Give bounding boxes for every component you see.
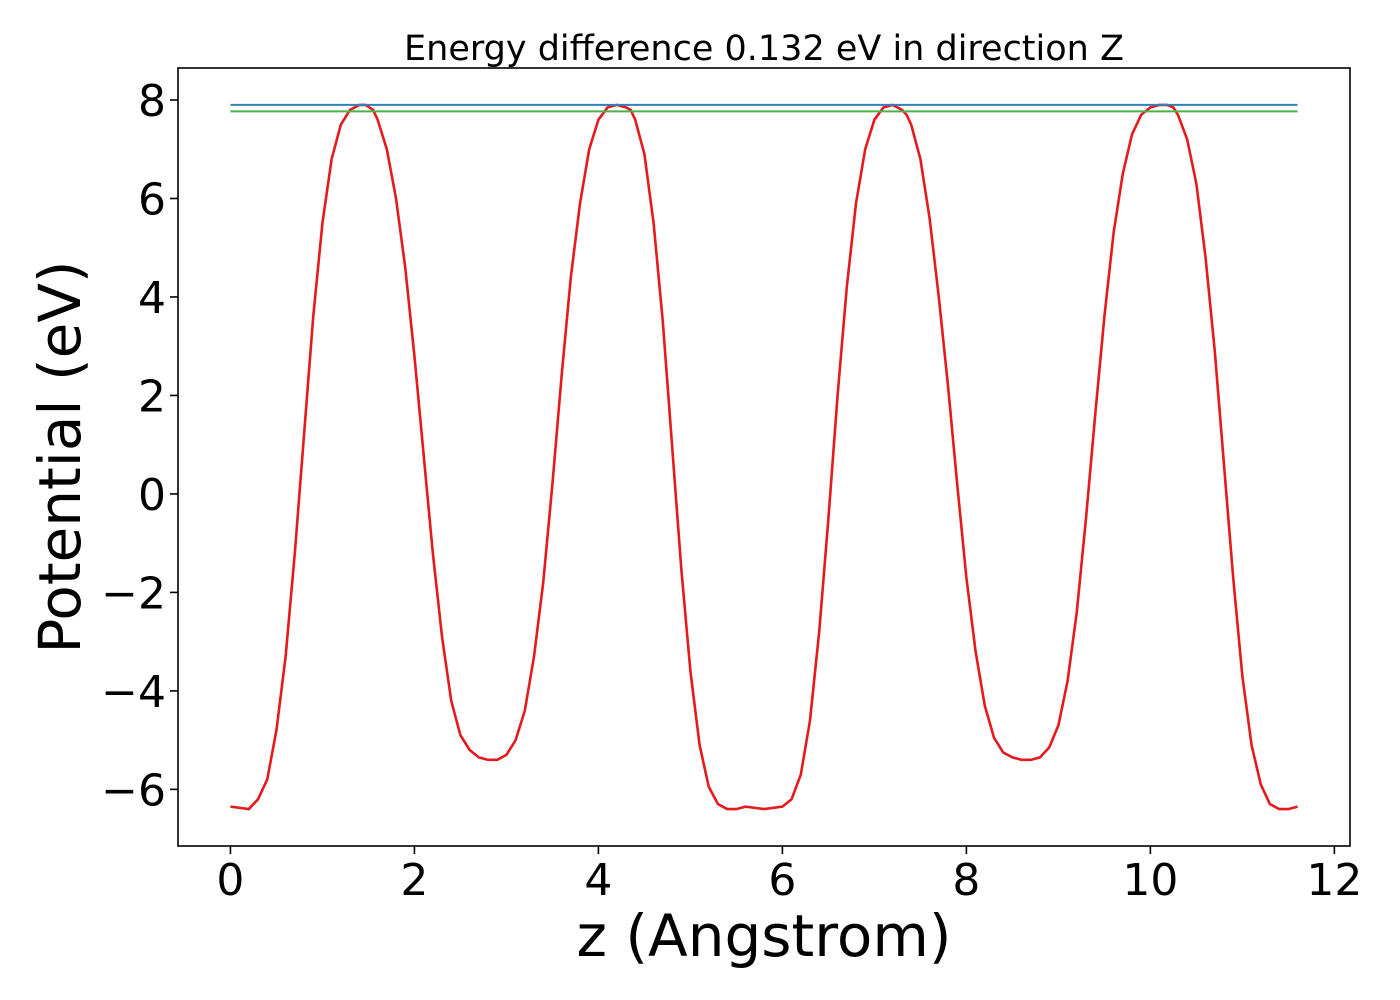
x-tick-label: 0 xyxy=(216,855,244,906)
x-axis-title: z (Angstrom) xyxy=(577,902,952,970)
x-tick-label: 4 xyxy=(584,855,612,906)
series-line-1 xyxy=(230,103,1298,811)
y-axis-title: Potential (eV) xyxy=(26,260,94,653)
x-tick-label: 6 xyxy=(768,855,796,906)
plot-frame xyxy=(177,67,1351,847)
tick-layer: 0 2 4 6 8 10 12 −6 −4 −2 0 2 4 6 8 xyxy=(101,76,1362,906)
y-tick-label: 2 xyxy=(138,371,166,422)
x-tick-label: 8 xyxy=(952,855,980,906)
y-tick-label: −6 xyxy=(101,765,166,816)
y-tick-label: −4 xyxy=(101,667,166,718)
series-layer xyxy=(230,103,1298,811)
y-tick-label: 8 xyxy=(138,76,166,127)
x-tick-label: 10 xyxy=(1122,855,1178,906)
y-tick-label: 4 xyxy=(138,273,166,324)
x-tick-label: 12 xyxy=(1306,855,1362,906)
y-tick-label: 6 xyxy=(138,174,166,225)
y-tick-label: −2 xyxy=(101,568,166,619)
y-tick-label: 0 xyxy=(138,470,166,521)
x-tick-label: 2 xyxy=(400,855,428,906)
chart-title: Energy difference 0.132 eV in direction … xyxy=(404,29,1124,69)
